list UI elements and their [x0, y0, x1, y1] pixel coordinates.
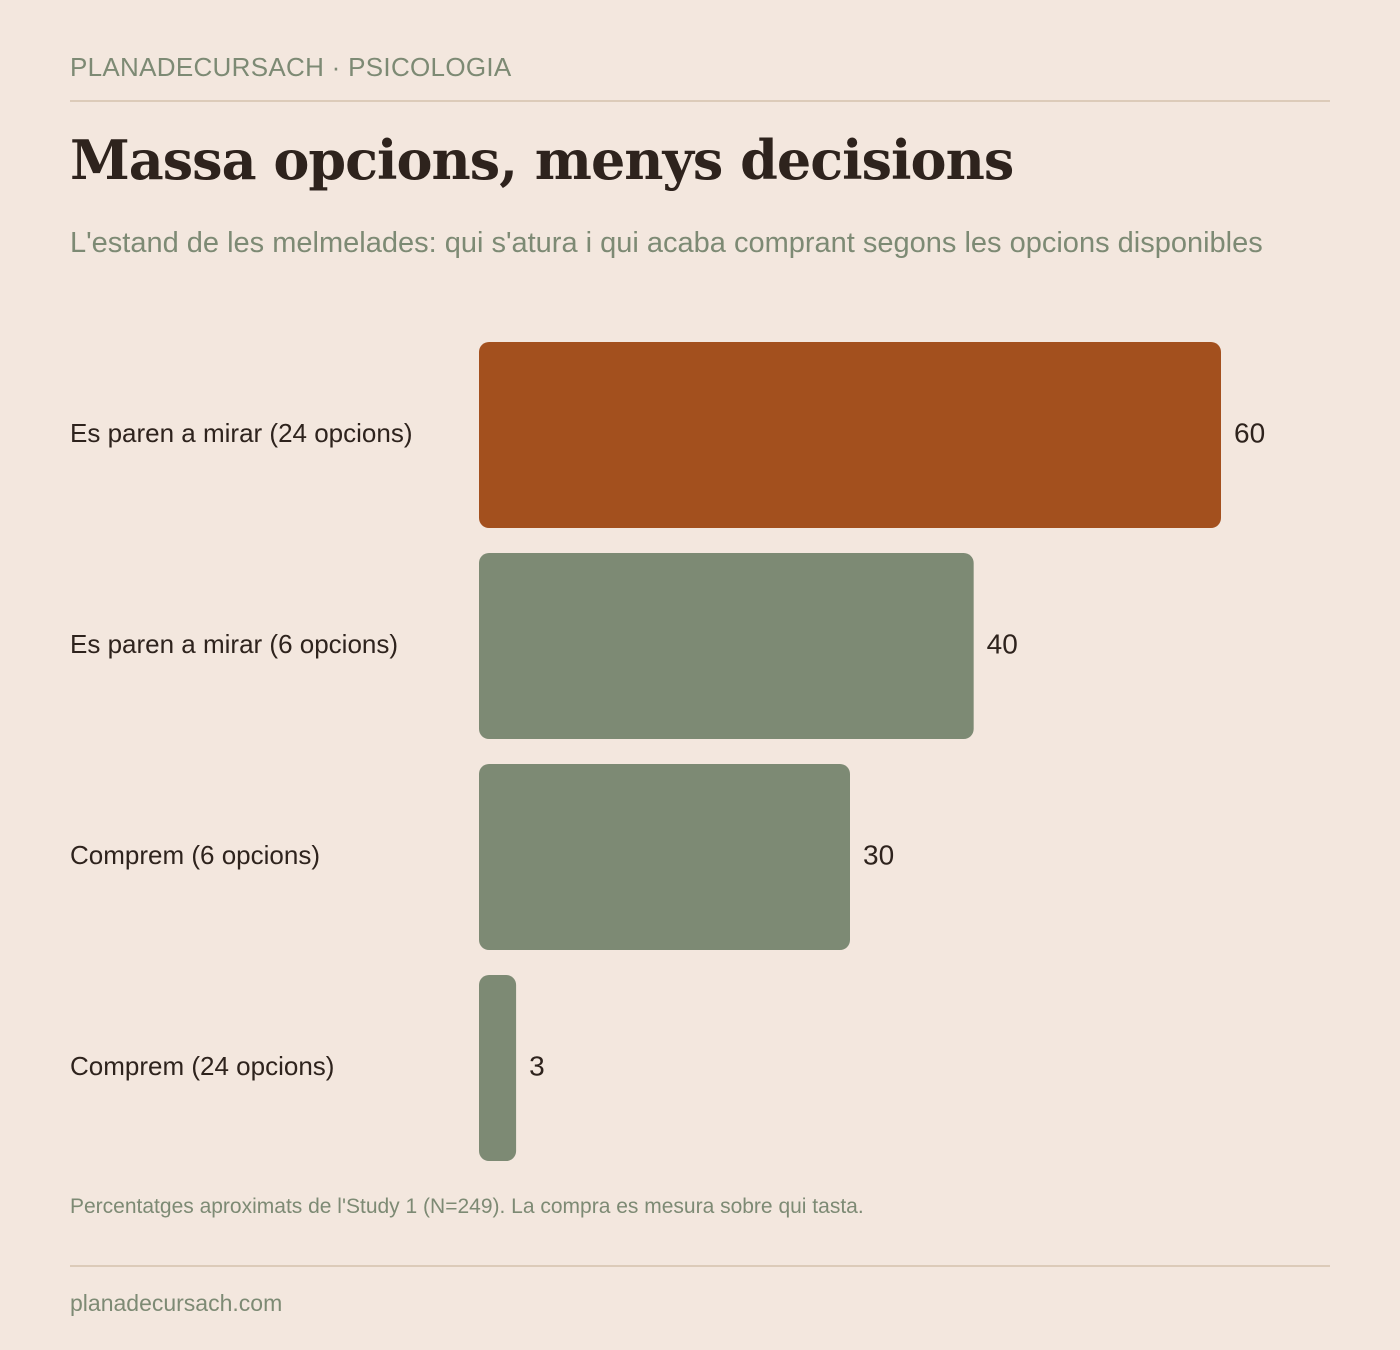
bar — [479, 764, 850, 950]
value-label: 30 — [863, 839, 894, 870]
bar — [479, 553, 974, 739]
chart-note: Percentatges aproximats de l'Study 1 (N=… — [70, 1195, 864, 1218]
bar — [479, 342, 1221, 528]
category-label: Es paren a mirar (6 opcions) — [70, 629, 398, 659]
page-title: Massa opcions, menys decisions — [70, 128, 1014, 192]
value-label: 60 — [1234, 417, 1265, 448]
bar-chart: Es paren a mirar (24 opcions) 60 Es paren … — [70, 342, 1265, 1161]
value-label: 40 — [987, 628, 1018, 659]
bar — [479, 975, 517, 1161]
footer-link[interactable]: planadecursach.com — [70, 1290, 283, 1316]
category-label: Comprem (24 opcions) — [70, 1051, 334, 1081]
page-subtitle: L'estand de les melmelades: qui s'atura … — [70, 227, 1263, 259]
category-label: Es paren a mirar (24 opcions) — [70, 418, 412, 448]
kicker: PLANADECURSACH · PSICOLOGIA — [70, 52, 512, 82]
value-label: 3 — [529, 1050, 545, 1081]
top-divider — [70, 100, 1330, 102]
bottom-divider — [70, 1265, 1330, 1267]
category-label: Comprem (6 opcions) — [70, 840, 320, 870]
